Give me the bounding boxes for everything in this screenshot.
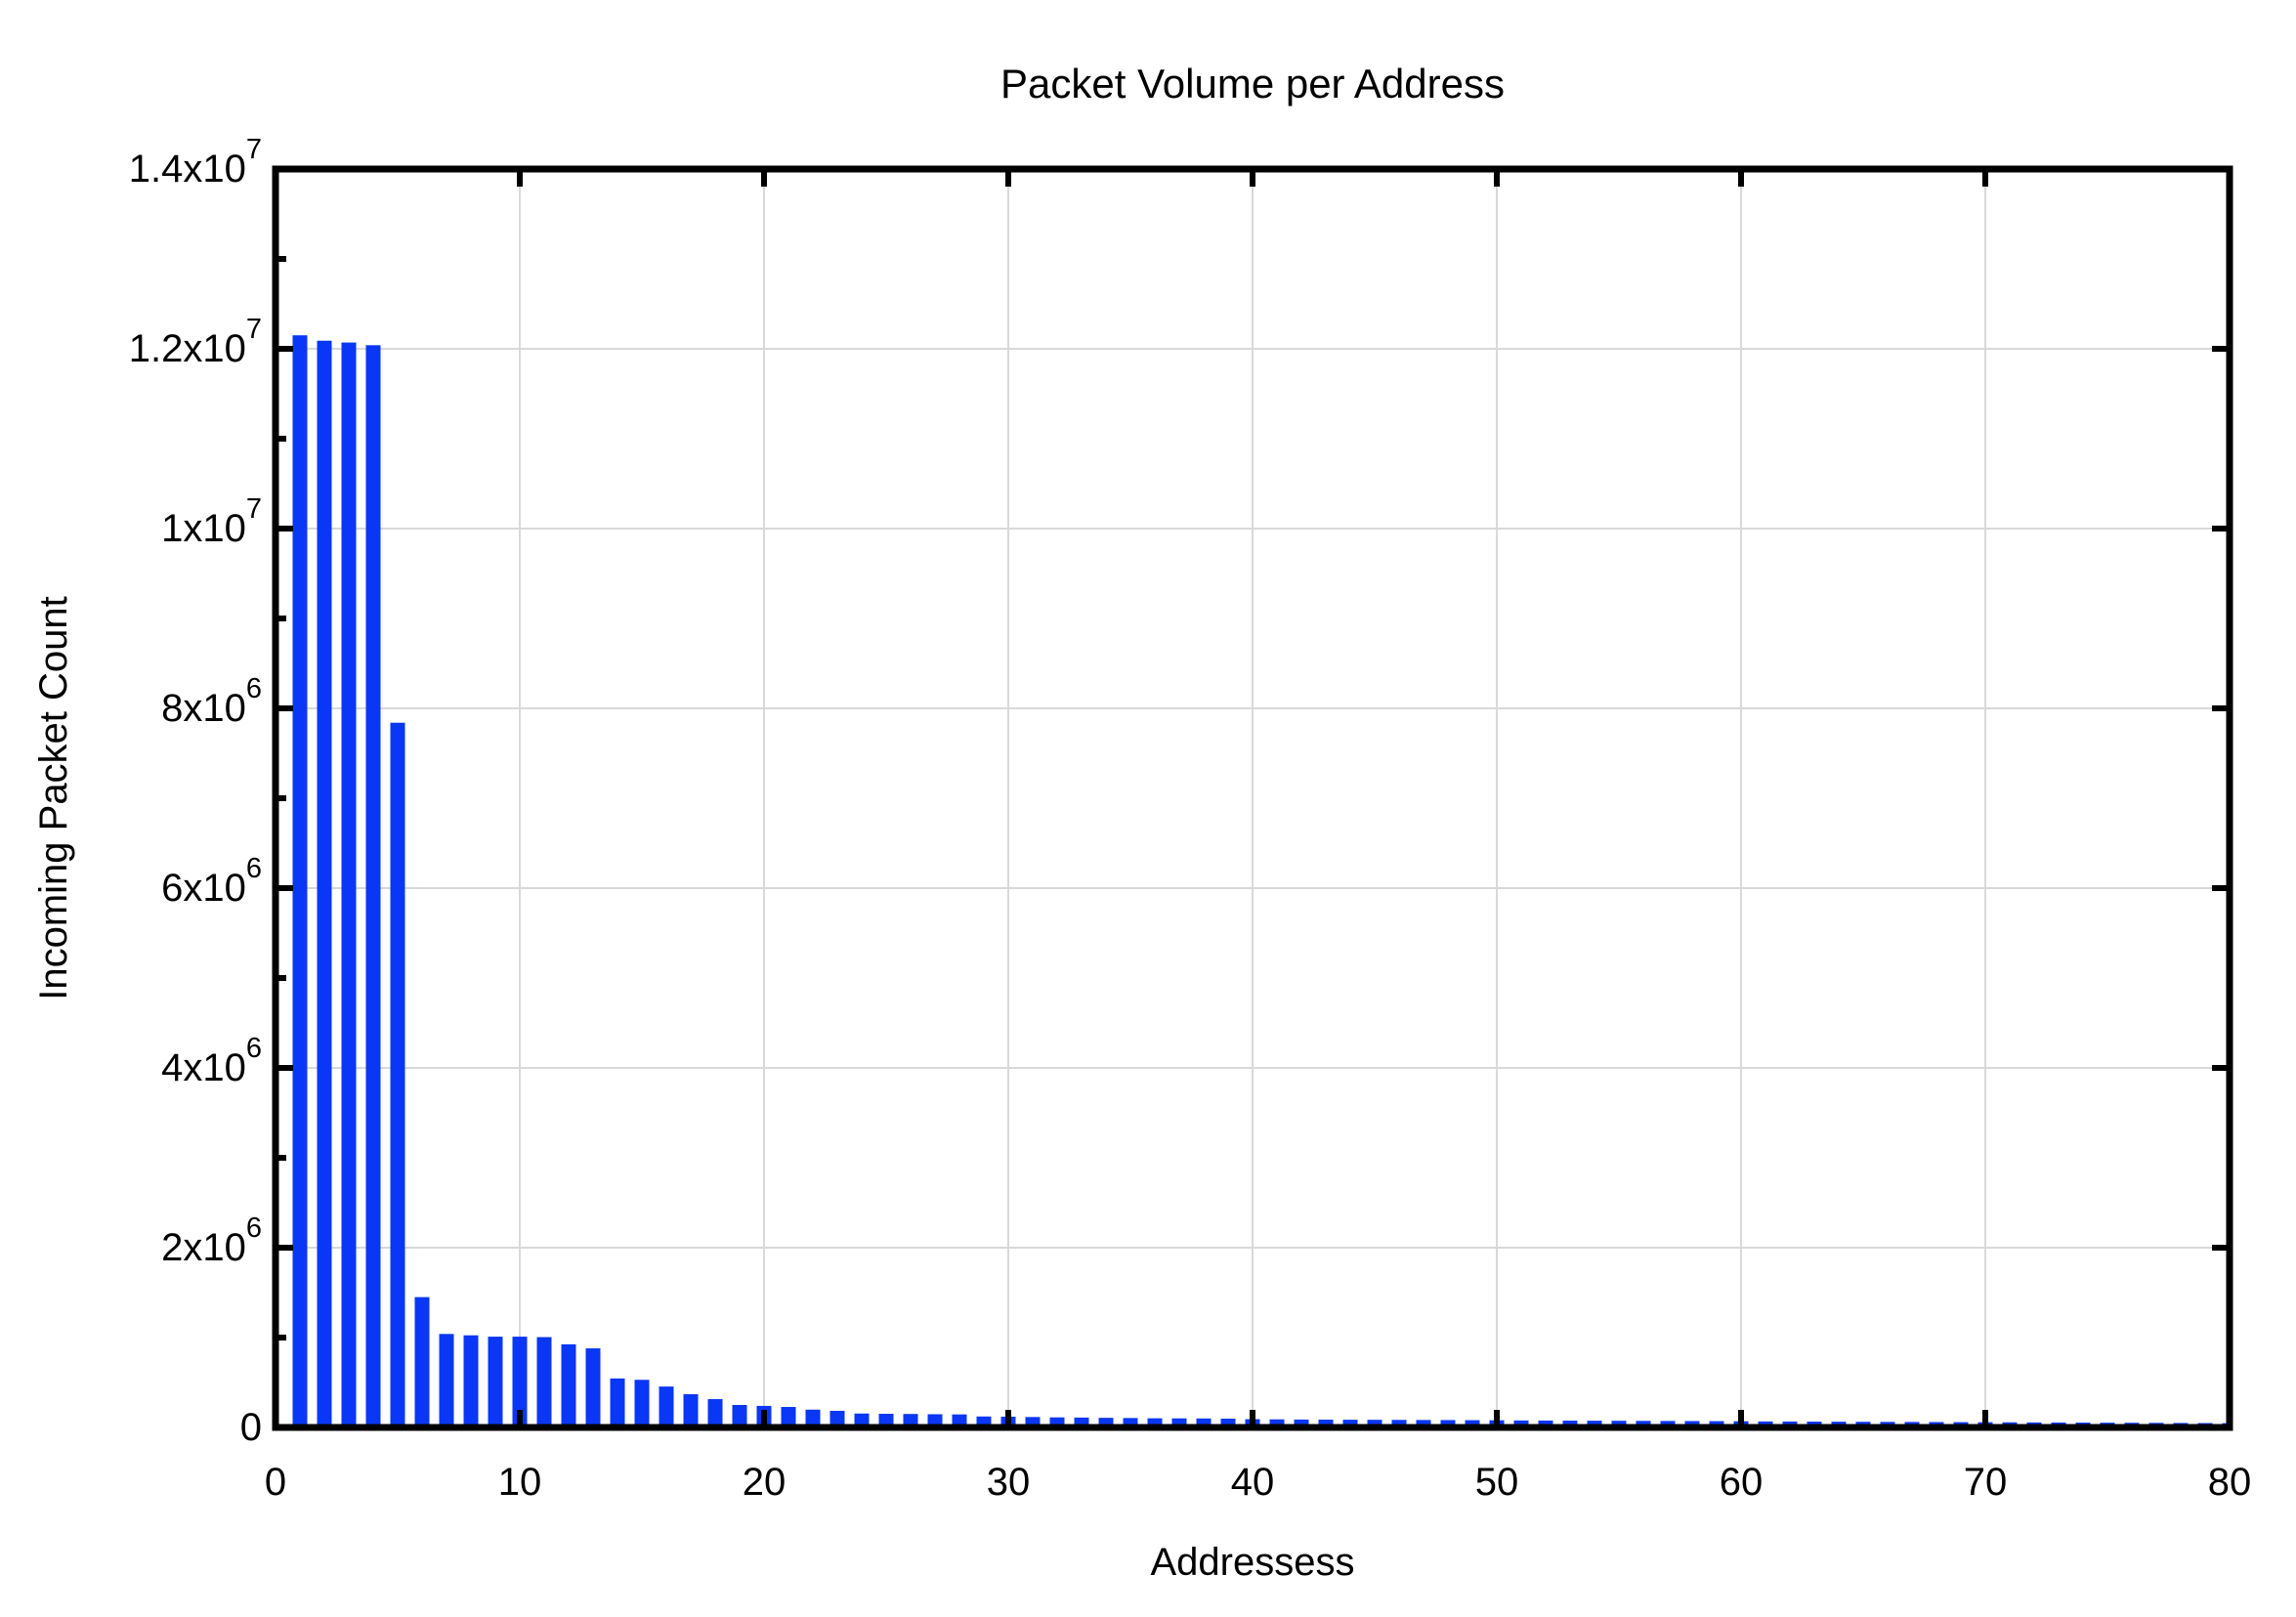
y-tick-label: 1.4x107 — [129, 134, 262, 191]
x-tick-label: 40 — [1231, 1461, 1275, 1504]
x-tick-label: 10 — [498, 1461, 542, 1504]
bar — [1318, 1419, 1334, 1427]
bar — [610, 1378, 625, 1427]
x-tick-label: 60 — [1720, 1461, 1764, 1504]
bar — [1416, 1420, 1431, 1427]
bar — [1294, 1419, 1309, 1427]
bar — [1196, 1418, 1212, 1427]
bar — [829, 1410, 845, 1427]
bar — [659, 1386, 674, 1427]
bar — [1123, 1418, 1138, 1427]
bar — [1513, 1420, 1529, 1427]
x-tick-label: 50 — [1475, 1461, 1519, 1504]
bar — [439, 1334, 454, 1427]
x-tick-label: 70 — [1964, 1461, 2008, 1504]
chart-title: Packet Volume per Address — [1000, 61, 1505, 106]
bar — [1538, 1420, 1553, 1427]
plot-border — [272, 165, 2233, 1431]
bar — [1391, 1420, 1407, 1427]
bar — [1220, 1418, 1236, 1427]
y-tick-label: 8x106 — [161, 673, 262, 730]
bar — [341, 342, 357, 1427]
bar — [805, 1409, 821, 1427]
y-tick-label: 4x106 — [161, 1033, 262, 1089]
x-axis-label: Addressess — [1151, 1541, 1355, 1584]
bar — [732, 1405, 747, 1427]
bar — [317, 340, 332, 1427]
bar — [1098, 1418, 1114, 1427]
bar — [585, 1348, 601, 1427]
bar — [365, 345, 381, 1427]
bar — [1465, 1420, 1480, 1427]
y-tick-label: 0 — [240, 1406, 262, 1449]
x-tick-label: 0 — [265, 1461, 286, 1504]
bar — [1147, 1418, 1163, 1427]
bar — [390, 722, 405, 1427]
x-tick-label: 80 — [2208, 1461, 2252, 1504]
bar — [1049, 1417, 1065, 1427]
bar — [1269, 1419, 1285, 1427]
bar — [854, 1413, 870, 1427]
bar — [561, 1343, 576, 1427]
tick-labels: 0 10 20 30 40 50 60 70 80 0 2x106 4x106 6x106 8x106 1x… — [129, 134, 2252, 1504]
gridlines — [276, 169, 2230, 1427]
bar — [1074, 1417, 1089, 1427]
y-tick-label: 1x107 — [161, 493, 262, 550]
bar — [1171, 1418, 1187, 1427]
bar — [634, 1380, 650, 1427]
bar — [488, 1337, 503, 1427]
x-tick-label: 30 — [987, 1461, 1031, 1504]
bar — [1440, 1420, 1456, 1427]
bar — [292, 335, 308, 1427]
bar — [976, 1416, 992, 1427]
y-axis-label: Incoming Packet Count — [32, 596, 75, 1000]
bar — [414, 1297, 430, 1427]
x-tick-label: 20 — [743, 1461, 787, 1504]
bar — [512, 1337, 528, 1427]
bar — [1367, 1420, 1382, 1427]
bar — [536, 1337, 552, 1427]
y-tick-label: 6x106 — [161, 853, 262, 910]
bar — [707, 1399, 723, 1427]
bar — [1025, 1417, 1041, 1427]
bar — [683, 1393, 699, 1427]
y-tick-label: 1.2x107 — [129, 314, 262, 370]
bar — [781, 1407, 796, 1427]
bars — [292, 335, 2230, 1427]
bar — [1342, 1420, 1358, 1427]
y-tick-label: 2x106 — [161, 1213, 262, 1269]
bar — [463, 1335, 479, 1427]
